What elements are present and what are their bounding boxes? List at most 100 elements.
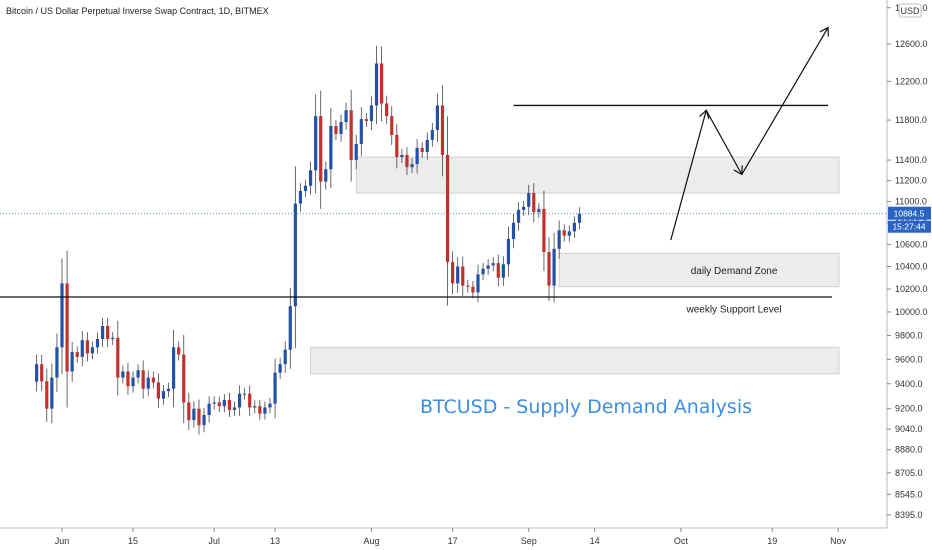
candle xyxy=(268,397,272,414)
candle xyxy=(106,318,110,348)
y-tick-label: 9800.0 xyxy=(895,330,923,340)
y-tick-label: 11200.0 xyxy=(895,176,927,186)
candle-body xyxy=(202,415,206,426)
x-tick-label: 19 xyxy=(767,536,777,546)
candle xyxy=(461,256,465,296)
candle xyxy=(116,320,120,396)
candle-body xyxy=(572,222,576,232)
candle xyxy=(111,331,115,345)
candle-body xyxy=(308,170,313,186)
candle-body xyxy=(542,208,546,253)
candle-body xyxy=(207,403,211,416)
current-price-value: 10884.5 xyxy=(894,209,925,219)
projection-path xyxy=(670,28,828,241)
candle-body xyxy=(177,347,181,355)
candle xyxy=(379,46,384,122)
candle xyxy=(577,207,582,230)
candle-body xyxy=(65,283,69,372)
candle-body xyxy=(278,364,282,373)
candle-body xyxy=(237,393,242,408)
price-axis[interactable]: 8395.0 8545.0 8705.0 8880.0 9040.0 9200.0 9400… xyxy=(887,3,931,520)
candle-body xyxy=(339,122,343,134)
candle xyxy=(405,147,409,176)
candle xyxy=(85,332,89,362)
candle-body xyxy=(344,110,348,123)
candle-body xyxy=(364,119,368,122)
y-tick-label: 10400.0 xyxy=(895,262,928,272)
candle-body xyxy=(192,408,196,421)
candle xyxy=(415,138,419,174)
candle-body xyxy=(212,402,216,404)
candle-body xyxy=(369,105,374,122)
candle-body xyxy=(486,265,490,269)
candle-body xyxy=(329,125,333,170)
candle xyxy=(537,202,541,219)
candle-body xyxy=(85,340,89,354)
candle xyxy=(354,134,358,170)
candle xyxy=(329,107,333,189)
candle xyxy=(547,237,551,302)
candle xyxy=(197,399,201,435)
candle xyxy=(70,341,74,382)
time-axis[interactable]: Jun 15 Jul 13 Aug 17 Sep 14 Oct 19 Nov xyxy=(55,528,847,546)
candle xyxy=(445,116,450,306)
candle-body xyxy=(532,193,536,213)
currency-badge[interactable]: USD xyxy=(898,3,922,18)
plot-area xyxy=(0,0,888,529)
candle-body xyxy=(161,391,166,399)
zone-box xyxy=(558,252,840,288)
candle-body xyxy=(314,116,318,171)
candle xyxy=(425,132,429,160)
candle-body xyxy=(248,393,252,408)
candle xyxy=(339,114,343,142)
x-tick-label: 17 xyxy=(448,536,458,546)
x-tick-label: Aug xyxy=(363,536,379,546)
candle xyxy=(501,256,505,286)
candle-body xyxy=(141,370,145,389)
candle-body xyxy=(263,407,267,414)
candle-body xyxy=(50,377,54,409)
y-tick-label: 12200.0 xyxy=(895,76,928,86)
candle-body xyxy=(90,347,95,354)
candle xyxy=(572,216,576,238)
candle-body xyxy=(374,63,379,106)
candle-body xyxy=(40,364,44,382)
candle xyxy=(466,279,470,293)
candle-body xyxy=(136,370,140,378)
candle xyxy=(430,123,434,147)
candle-body xyxy=(126,371,130,387)
y-tick-label: 8705.0 xyxy=(895,468,923,478)
candle-body xyxy=(232,407,237,410)
candle xyxy=(288,287,292,369)
candle-body xyxy=(334,125,338,134)
zone-box xyxy=(355,156,840,194)
zone-box xyxy=(310,346,840,375)
candle-body xyxy=(466,285,470,287)
candle-body xyxy=(303,185,308,191)
y-tick-label: 9040.0 xyxy=(895,424,923,434)
candle-body xyxy=(75,352,79,357)
candle-body xyxy=(577,213,582,223)
candle-body xyxy=(95,338,100,348)
candle xyxy=(344,102,348,130)
support-level-label: weekly Support Level xyxy=(685,305,781,316)
candle xyxy=(80,330,84,367)
chart-headline: BTCUSD - Supply Demand Analysis xyxy=(420,396,752,418)
candle-body xyxy=(562,230,566,236)
candle xyxy=(532,183,536,223)
candle-body xyxy=(547,252,551,286)
candle xyxy=(35,354,39,392)
candle-body xyxy=(491,263,495,266)
candle-body xyxy=(268,403,272,408)
candle xyxy=(146,370,150,397)
candle xyxy=(55,333,59,392)
candle-body xyxy=(151,377,155,383)
candle xyxy=(65,250,69,408)
current-price-tag: 10884.5 15:27:44 xyxy=(888,206,931,233)
y-tick-label: 10200.0 xyxy=(895,284,928,294)
horizontal-levels: weekly Support Level xyxy=(0,104,887,316)
x-tick-label: Jun xyxy=(55,536,70,546)
candle xyxy=(227,392,232,417)
candle xyxy=(400,149,404,163)
